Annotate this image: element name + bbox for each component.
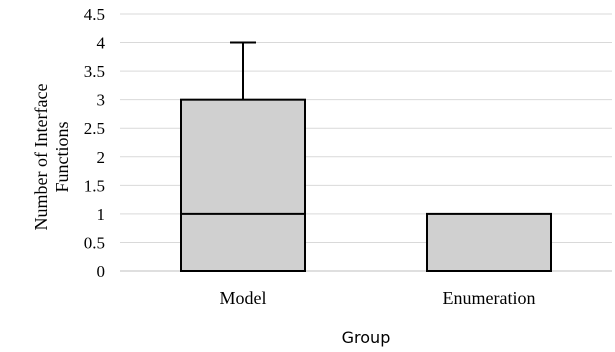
y-tick-label: 2 (97, 148, 106, 167)
y-tick-label: 1.5 (84, 176, 105, 195)
x-tick-labels: Model Enumeration (220, 288, 536, 308)
y-tick-label: 4.5 (84, 5, 105, 24)
y-tick-label: 1 (97, 205, 106, 224)
y-tick-label: 0.5 (84, 233, 105, 252)
y-tick-labels: 0 0.5 1 1.5 2 2.5 3 3.5 4 4.5 (84, 5, 106, 281)
y-axis-label-line-1: Number of Interface (31, 84, 51, 231)
box-enumeration (426, 212, 552, 272)
x-tick-label: Enumeration (443, 288, 536, 308)
box-model (180, 98, 306, 272)
y-tick-label: 0 (97, 262, 106, 281)
y-axis-label-line-2: Functions (52, 121, 72, 192)
boxes (180, 41, 552, 272)
y-tick-label: 3 (97, 91, 106, 110)
x-tick-label: Model (220, 288, 267, 308)
y-tick-label: 4 (97, 34, 106, 53)
y-tick-label: 2.5 (84, 119, 105, 138)
y-tick-label: 3.5 (84, 62, 105, 81)
x-axis-label: Group (342, 328, 391, 347)
